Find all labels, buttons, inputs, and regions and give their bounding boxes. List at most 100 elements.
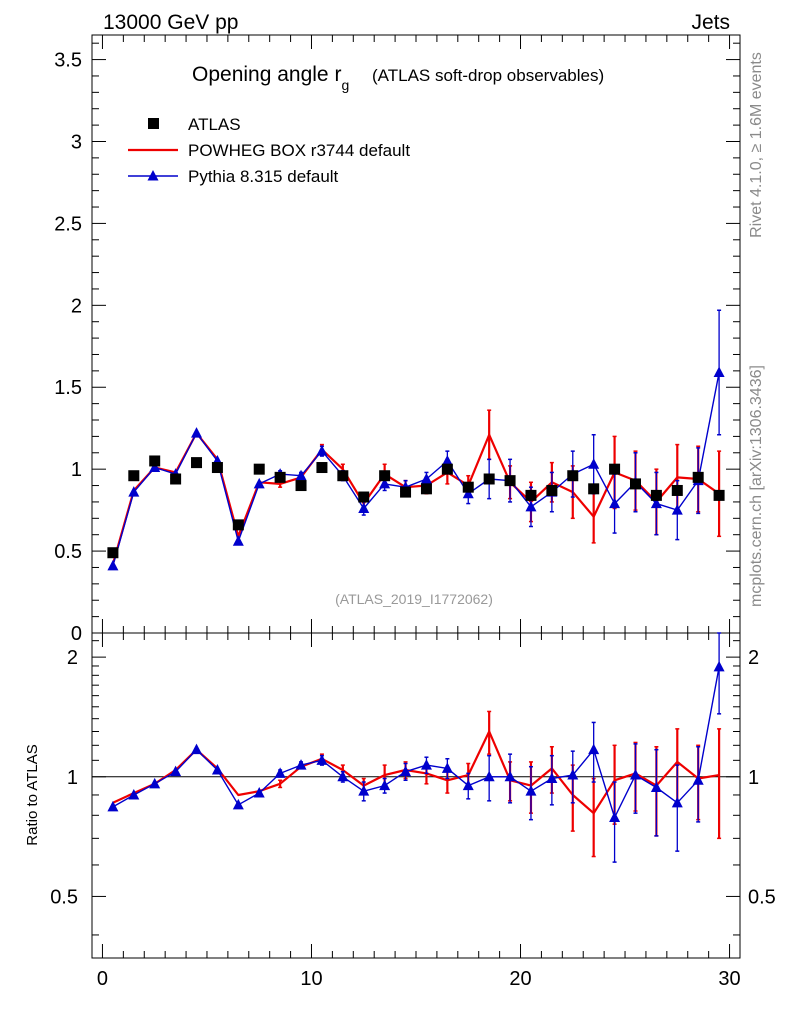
data-point-square — [316, 462, 328, 474]
data-point-triangle — [525, 500, 537, 512]
data-point-triangle — [692, 774, 704, 785]
data-point-triangle — [671, 796, 683, 808]
data-point-triangle — [588, 458, 600, 469]
chart-title-main: Opening angle r — [192, 63, 341, 86]
data-point-triangle — [316, 445, 328, 456]
chart-subtitle: (ATLAS soft-drop observables) — [372, 66, 604, 85]
data-point-square — [358, 491, 370, 503]
x-tick-label: 10 — [300, 968, 322, 990]
data-point-square — [232, 519, 244, 531]
main-data — [107, 309, 725, 571]
legend-item: Pythia 8.315 default — [128, 167, 339, 186]
data-point-square — [462, 481, 474, 493]
data-point-square — [650, 489, 662, 501]
legend-marker-triangle — [147, 170, 159, 181]
data-point-square — [211, 462, 223, 474]
ratio-data — [107, 632, 725, 863]
ratio-y-tick-label-right: 1 — [748, 767, 759, 789]
data-point-square — [400, 486, 412, 498]
ratio-y-tick-label: 1 — [67, 767, 78, 789]
ratio-axes: 0 10 20 30 0.5 0.5 1 1 2 2 — [50, 633, 776, 990]
data-point-triangle — [671, 504, 683, 515]
series-line — [112, 730, 720, 815]
series-powheg-box-r3744-default — [112, 710, 722, 858]
data-point-square — [253, 463, 265, 475]
data-point-triangle — [149, 461, 161, 473]
data-point-triangle — [546, 772, 558, 784]
data-point-square — [420, 483, 432, 495]
data-point-triangle — [441, 454, 453, 466]
series-line — [111, 432, 720, 565]
y-tick-label: 0.5 — [54, 541, 82, 563]
data-point-triangle — [107, 559, 119, 571]
data-point-triangle — [358, 785, 370, 796]
series-line — [112, 666, 720, 819]
data-point-triangle — [400, 765, 412, 777]
data-point-square — [629, 478, 641, 490]
data-point-triangle — [149, 777, 161, 789]
data-point-triangle — [379, 477, 391, 489]
data-point-triangle — [253, 787, 265, 798]
data-point-triangle — [191, 427, 203, 438]
legend-label: POWHEG BOX r3744 default — [188, 141, 410, 160]
main-axes: 0 0.5 1 1.5 2 2.5 3 3.5 — [54, 35, 740, 645]
data-point-square — [149, 455, 161, 467]
y-tick-label: 2 — [71, 295, 82, 317]
ratio-y-axis-label: Ratio to ATLAS — [24, 744, 41, 845]
y-tick-label: 2.5 — [54, 213, 82, 235]
rivet-version-label: Rivet 4.1.0, ≥ 1.6M events — [748, 52, 765, 238]
data-point-triangle — [525, 785, 537, 796]
y-tick-label: 3.5 — [54, 50, 82, 72]
series-atlas — [107, 455, 725, 559]
data-point-triangle — [191, 743, 203, 755]
data-point-triangle — [274, 767, 286, 778]
data-point-triangle — [232, 798, 244, 810]
ratio-y-tick-label-right: 0.5 — [748, 886, 776, 908]
data-point-triangle — [588, 743, 600, 755]
legend-label: ATLAS — [188, 115, 241, 134]
y-tick-label: 3 — [71, 131, 82, 153]
data-point-square — [107, 547, 119, 559]
data-point-triangle — [316, 754, 328, 765]
legend-item: ATLAS — [148, 115, 241, 134]
data-point-square — [274, 471, 286, 483]
data-point-square — [504, 475, 516, 487]
data-point-square — [170, 473, 182, 485]
data-point-triangle — [128, 486, 140, 497]
data-point-square — [713, 489, 725, 501]
ratio-y-tick-label: 2 — [67, 647, 78, 669]
data-point-triangle — [337, 770, 349, 782]
data-point-triangle — [420, 472, 432, 484]
data-point-triangle — [295, 469, 307, 481]
series-pythia-8-315-default — [107, 309, 725, 571]
chart-title: Opening angle rg — [192, 63, 349, 93]
data-point-triangle — [483, 770, 495, 782]
data-point-square — [588, 483, 600, 495]
data-point-square — [337, 470, 349, 482]
data-point-triangle — [379, 779, 391, 791]
data-point-triangle — [253, 477, 265, 489]
data-point-square — [441, 463, 453, 475]
data-point-square — [483, 473, 495, 485]
data-point-triangle — [128, 788, 140, 800]
ratio-plot-frame — [91, 632, 741, 959]
y-tick-label: 0 — [71, 623, 82, 645]
mcplots-source-label: mcplots.cern.ch [arXiv:1306.3436] — [748, 365, 765, 607]
analysis-label: (ATLAS_2019_I1772062) — [335, 591, 493, 607]
y-tick-label: 1 — [71, 459, 82, 481]
data-point-triangle — [713, 366, 725, 378]
legend: ATLAS POWHEG BOX r3744 default Pythia 8.31… — [128, 115, 410, 186]
data-point-square — [567, 470, 579, 482]
data-point-triangle — [107, 800, 119, 812]
data-point-triangle — [420, 759, 432, 770]
beam-label: 13000 GeV pp — [103, 11, 238, 34]
data-point-triangle — [504, 770, 516, 782]
data-point-triangle — [629, 769, 641, 780]
data-point-triangle — [170, 765, 182, 777]
ratio-y-tick-label: 0.5 — [50, 886, 78, 908]
data-point-triangle — [462, 779, 474, 791]
legend-marker-square — [148, 118, 159, 129]
data-point-square — [128, 470, 140, 482]
series-pythia-8-315-default — [107, 632, 725, 863]
